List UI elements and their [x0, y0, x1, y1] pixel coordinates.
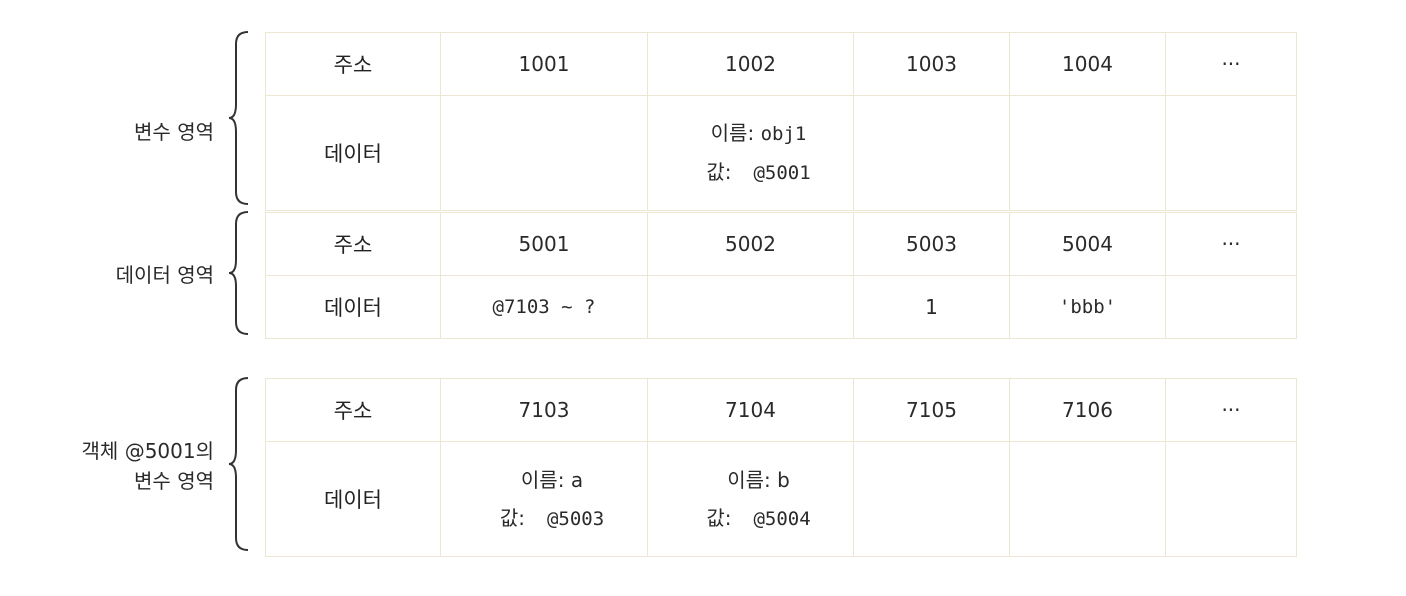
address-cell: 1003 — [853, 32, 1010, 96]
data-cell — [1009, 95, 1166, 211]
data-row: 데이터 이름: a 값: @5003 이름: b 값: @5004 — [265, 441, 1297, 557]
address-cell: 7103 — [440, 378, 648, 442]
data-cell-value: 1 — [853, 275, 1010, 339]
group-label-line: 변수 영역 — [134, 469, 214, 493]
data-cell — [440, 95, 648, 211]
group-label-line: 객체 @5001의 — [81, 439, 214, 463]
memory-table-data-area: 주소 5001 5002 5003 5004 ··· 데이터 @7103 ~ ?… — [265, 212, 1297, 339]
memory-table-variable-area: 주소 1001 1002 1003 1004 ··· 데이터 이름: obj1 … — [265, 32, 1297, 211]
data-cell — [853, 441, 1010, 557]
address-header: 주소 — [265, 378, 441, 442]
address-row: 주소 5001 5002 5003 5004 ··· — [265, 212, 1297, 276]
name-label: 이름: — [710, 121, 755, 145]
value-label: 값: — [706, 505, 732, 530]
data-cell-value: 'bbb' — [1009, 275, 1166, 339]
data-cell — [1009, 441, 1166, 557]
group-label-variable-area: 변수 영역 — [0, 117, 214, 147]
address-cell: 5003 — [853, 212, 1010, 276]
brace-data-area — [228, 211, 249, 335]
data-row: 데이터 @7103 ~ ? 1 'bbb' — [265, 275, 1297, 339]
address-row: 주소 7103 7104 7105 7106 ··· — [265, 378, 1297, 442]
data-cell-variable: 이름: obj1 값: @5001 — [647, 95, 854, 211]
group-label-object-variable-area: 객체 @5001의 변수 영역 — [0, 436, 214, 496]
data-cell-value: @7103 ~ ? — [440, 275, 648, 339]
address-cell-ellipsis: ··· — [1165, 212, 1297, 276]
data-header: 데이터 — [265, 441, 441, 557]
address-cell: 1004 — [1009, 32, 1166, 96]
data-header: 데이터 — [265, 275, 441, 339]
address-cell: 7104 — [647, 378, 854, 442]
group-label-line: 변수 영역 — [134, 120, 214, 144]
address-cell: 5004 — [1009, 212, 1166, 276]
data-cell-value — [647, 275, 854, 339]
group-label-line: 데이터 영역 — [115, 263, 214, 287]
variable-name: a — [570, 467, 584, 492]
data-row: 데이터 이름: obj1 값: @5001 — [265, 95, 1297, 211]
data-header: 데이터 — [265, 95, 441, 211]
address-cell: 5001 — [440, 212, 648, 276]
data-cell-variable: 이름: a 값: @5003 — [440, 441, 648, 557]
variable-value: @5003 — [546, 507, 605, 530]
data-cell — [1165, 95, 1297, 211]
name-label: 이름: — [520, 467, 565, 492]
value-label: 값: — [706, 160, 732, 184]
name-label: 이름: — [727, 467, 771, 492]
address-cell: 7106 — [1009, 378, 1166, 442]
address-cell: 7105 — [853, 378, 1010, 442]
address-row: 주소 1001 1002 1003 1004 ··· — [265, 32, 1297, 96]
variable-name: b — [777, 467, 790, 492]
brace-object-variable-area — [228, 377, 249, 551]
value-label: 값: — [499, 505, 525, 530]
brace-variable-area — [228, 31, 249, 205]
data-cell — [853, 95, 1010, 211]
data-cell-value — [1165, 275, 1297, 339]
address-cell-ellipsis: ··· — [1165, 378, 1297, 442]
variable-name: obj1 — [760, 123, 807, 145]
address-cell: 5002 — [647, 212, 854, 276]
data-cell — [1165, 441, 1297, 557]
group-label-data-area: 데이터 영역 — [0, 260, 214, 290]
address-header: 주소 — [265, 212, 441, 276]
data-cell-variable: 이름: b 값: @5004 — [647, 441, 854, 557]
variable-value: @5004 — [753, 507, 811, 530]
memory-table-object-variable-area: 주소 7103 7104 7105 7106 ··· 데이터 이름: a 값: @… — [265, 378, 1297, 557]
address-header: 주소 — [265, 32, 441, 96]
address-cell-ellipsis: ··· — [1165, 32, 1297, 96]
address-cell: 1002 — [647, 32, 854, 96]
address-cell: 1001 — [440, 32, 648, 96]
variable-value: @5001 — [753, 162, 811, 184]
